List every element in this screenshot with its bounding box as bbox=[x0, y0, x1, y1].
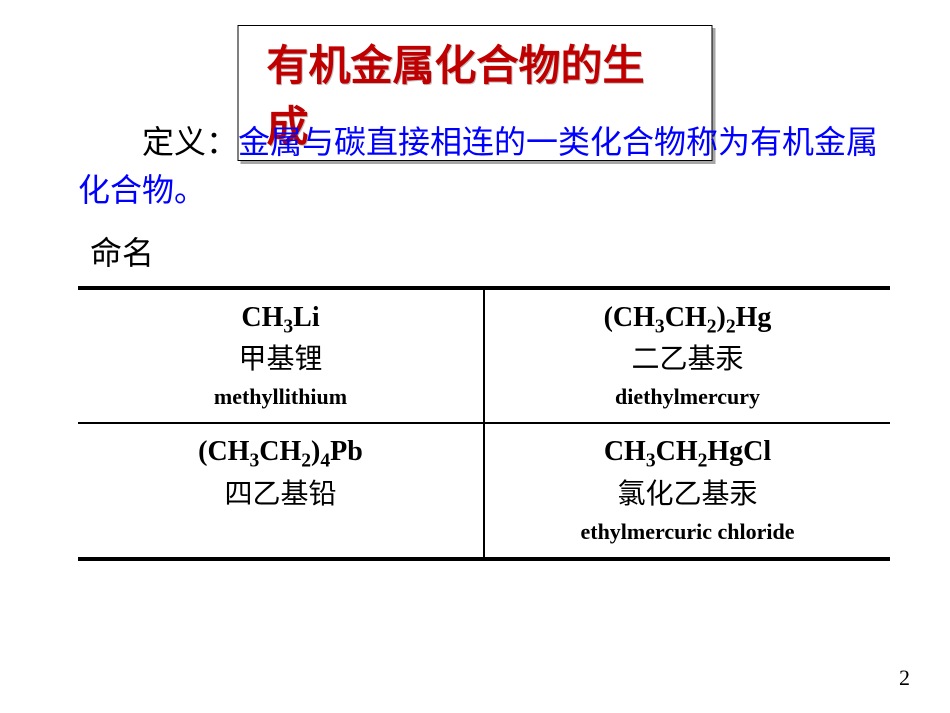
table-row: CH3Li 甲基锂 methyllithium (CH3CH2)2Hg 二乙基汞… bbox=[78, 288, 890, 423]
compound-en-name: diethylmercury bbox=[493, 384, 882, 410]
compound-table-wrap: CH3Li 甲基锂 methyllithium (CH3CH2)2Hg 二乙基汞… bbox=[78, 286, 890, 561]
compound-cn-name: 氯化乙基汞 bbox=[493, 477, 882, 513]
page-number: 2 bbox=[899, 665, 910, 691]
compound-formula: CH3CH2HgCl bbox=[493, 434, 882, 474]
compound-cn-name: 二乙基汞 bbox=[493, 342, 882, 378]
compound-formula: (CH3CH2)4Pb bbox=[86, 434, 475, 474]
compound-en-name: methyllithium bbox=[86, 384, 475, 410]
table-cell: (CH3CH2)4Pb 四乙基铅 bbox=[78, 423, 484, 558]
definition: 定义：金属与碳直接相连的一类化合物称为有机金属化合物。 bbox=[78, 118, 890, 214]
compound-formula: CH3Li bbox=[86, 300, 475, 340]
definition-label: 定义： bbox=[78, 124, 238, 160]
compound-cn-name: 四乙基铅 bbox=[225, 477, 337, 513]
table-cell: CH3CH2HgCl 氯化乙基汞 ethylmercuric chloride bbox=[484, 423, 890, 558]
table-cell: CH3Li 甲基锂 methyllithium bbox=[78, 288, 484, 423]
compound-formula: (CH3CH2)2Hg bbox=[493, 300, 882, 340]
compound-table: CH3Li 甲基锂 methyllithium (CH3CH2)2Hg 二乙基汞… bbox=[78, 286, 890, 561]
compound-en-name: ethylmercuric chloride bbox=[493, 519, 882, 545]
naming-label: 命名 bbox=[90, 228, 154, 274]
table-row: (CH3CH2)4Pb 四乙基铅 CH3CH2HgCl 氯化乙基汞 ethylm… bbox=[78, 423, 890, 558]
compound-cn-name: 甲基锂 bbox=[86, 342, 475, 378]
table-cell: (CH3CH2)2Hg 二乙基汞 diethylmercury bbox=[484, 288, 890, 423]
